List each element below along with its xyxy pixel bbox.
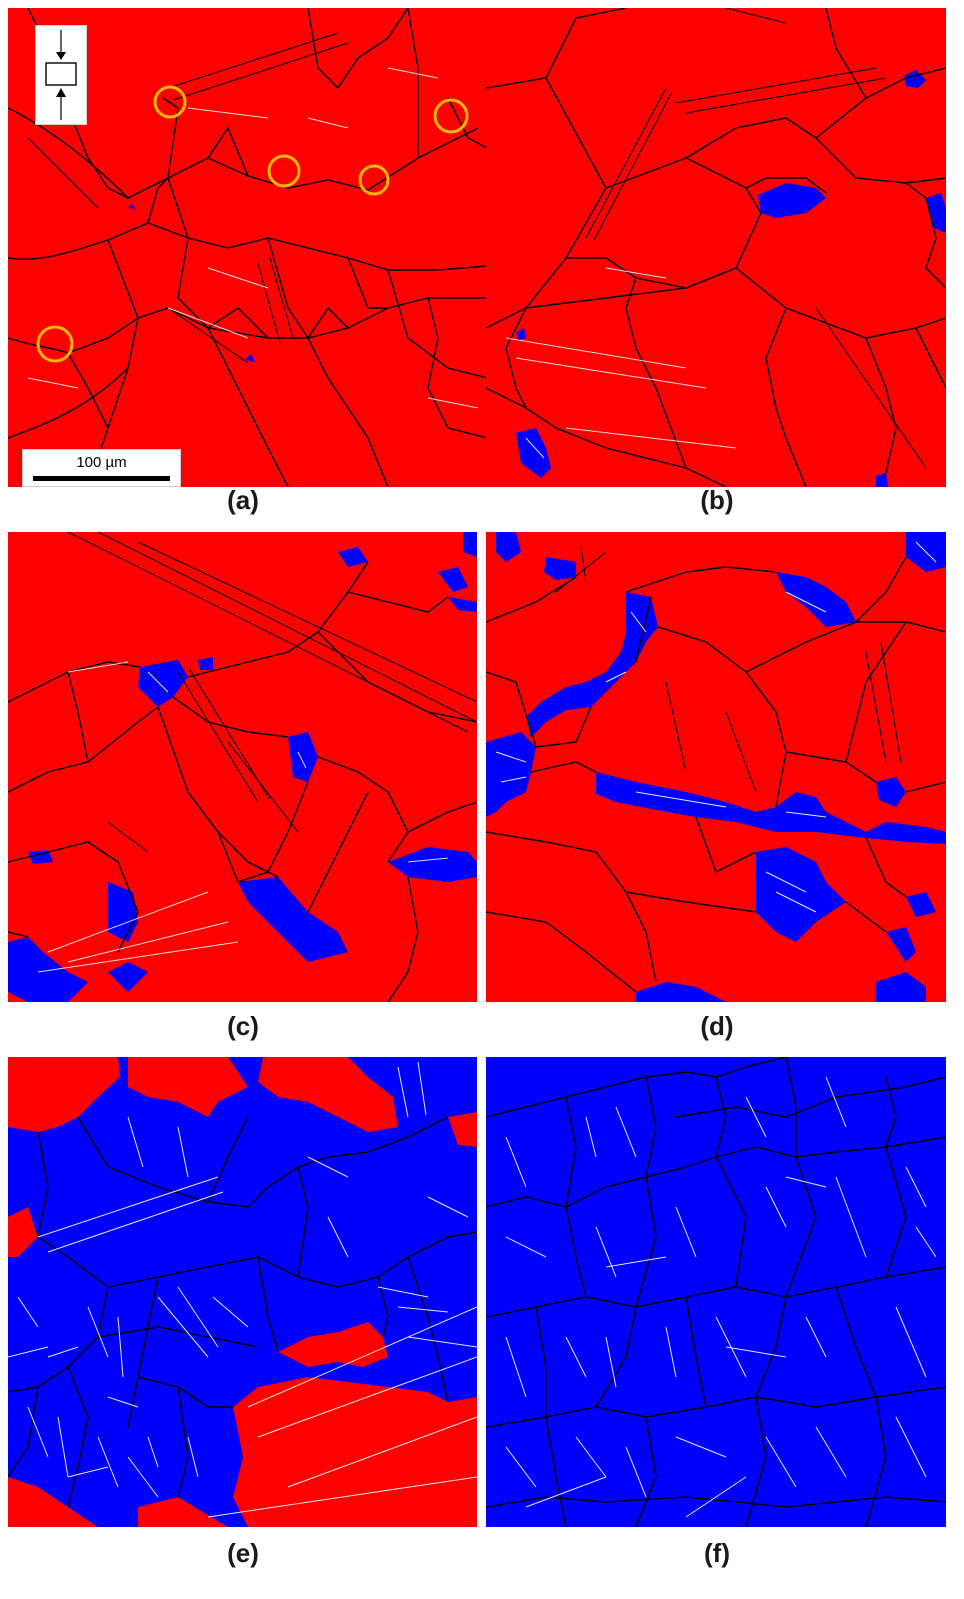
micrograph-panel-a: 100 µm (8, 8, 487, 487)
compression-arrows-icon (45, 30, 77, 120)
twin-lines (555, 546, 902, 793)
twin-lines (27, 32, 349, 364)
scale-bar: 100 µm (22, 449, 181, 487)
marker-circle (433, 98, 469, 134)
martensite-region (486, 532, 946, 1002)
austenite-region (486, 532, 946, 1002)
scale-bar-line (33, 476, 170, 481)
phase-map-e (8, 1057, 477, 1527)
austenite-region (486, 8, 946, 487)
micrograph-panel-e (8, 1057, 477, 1527)
panel-caption-e: (e) (227, 1538, 259, 1568)
marker-circle (153, 85, 187, 119)
panel-caption-d: (d) (700, 1011, 734, 1041)
martensite-region (516, 70, 946, 487)
micrograph-panel-b (486, 8, 946, 487)
twin-boundaries (495, 541, 937, 913)
panel-caption-b: (b) (700, 485, 734, 515)
marker-circles (36, 85, 469, 363)
grain-boundaries (8, 1116, 477, 1508)
twin-lines (67, 532, 477, 853)
phase-map-c (8, 532, 477, 1002)
phase-map-f (486, 1057, 946, 1527)
grain-boundaries (486, 1057, 946, 1527)
grain-boundaries (486, 556, 946, 993)
scale-bar-label: 100 µm (76, 454, 127, 471)
grain-boundaries (8, 561, 477, 1002)
panel-caption-c: (c) (227, 1011, 259, 1041)
twin-boundaries (37, 661, 449, 973)
grain-boundaries (486, 8, 946, 487)
martensite-region (486, 1057, 946, 1527)
phase-map-a (8, 8, 487, 487)
panel-caption-a: (a) (227, 485, 259, 515)
marker-circle (36, 325, 74, 363)
load-direction-box (35, 25, 87, 125)
micrograph-panel-d (486, 532, 946, 1002)
grain-boundaries (8, 8, 487, 487)
austenite-region (8, 1057, 477, 1527)
micrograph-panel-f (486, 1057, 946, 1527)
twin-lines (585, 8, 927, 469)
marker-circle (267, 154, 301, 188)
austenite-region (8, 532, 477, 1002)
phase-map-d (486, 532, 946, 1002)
twin-boundaries (505, 1076, 937, 1518)
panel-caption-f: (f) (704, 1538, 730, 1568)
twin-boundaries (8, 1061, 477, 1518)
twin-boundaries (27, 67, 479, 409)
micrograph-panel-c (8, 532, 477, 1002)
twin-boundaries (505, 267, 737, 459)
phase-map-b (486, 8, 946, 487)
marker-circle (358, 164, 390, 196)
